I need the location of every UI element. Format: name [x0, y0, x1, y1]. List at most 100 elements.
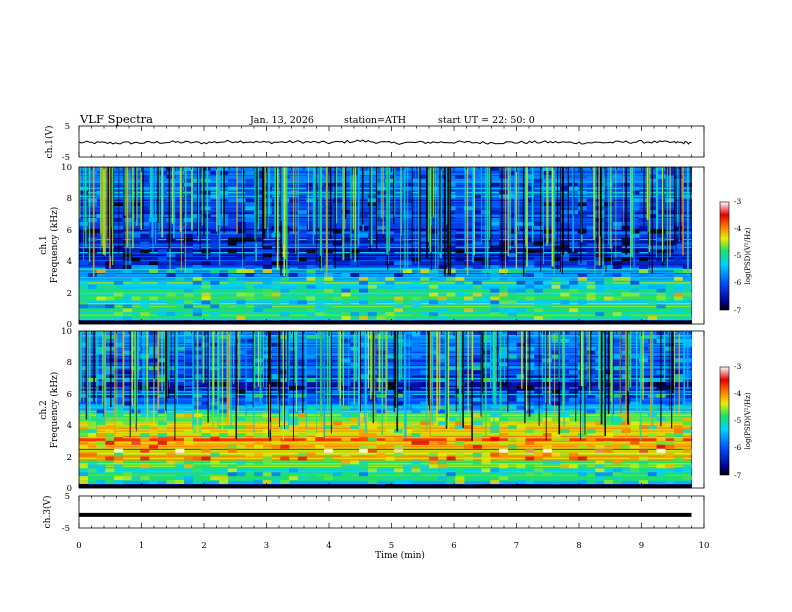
sferic-streak — [79, 331, 81, 403]
sferic-streak — [562, 167, 564, 255]
spectrogram-cell — [595, 476, 605, 481]
spectrogram-cell — [402, 269, 412, 273]
spectrogram-cell — [105, 413, 115, 418]
spectrogram-cell — [420, 237, 430, 242]
sferic-streak — [400, 331, 402, 379]
spectrogram-cell — [656, 468, 666, 473]
spectrogram-cell — [87, 425, 97, 430]
spectrogram-cell — [87, 182, 97, 187]
spectrogram-cell — [271, 444, 281, 449]
spectrogram-cell — [551, 334, 561, 339]
sferic-streak — [155, 167, 157, 245]
spectrogram-cell — [656, 472, 666, 477]
sferic-streak — [327, 167, 329, 239]
spectrogram-cell — [96, 456, 106, 461]
sferic-streak — [639, 331, 642, 441]
spectrogram-cell — [394, 261, 404, 266]
spectrogram-cell — [674, 269, 684, 273]
spectrogram-cell — [674, 429, 684, 433]
spectrogram-band — [79, 204, 692, 207]
spectrogram-cell — [367, 284, 377, 289]
sferic-streak — [102, 167, 105, 255]
spectrogram-cell — [105, 296, 115, 301]
sferic-streak — [202, 331, 205, 384]
spectrogram-cell — [630, 385, 640, 390]
spectrogram-cell — [516, 480, 526, 484]
spectrogram-band — [79, 261, 692, 263]
spectrogram-cell — [525, 284, 535, 289]
spectrogram-cell — [525, 261, 535, 266]
spectrogram-cell — [262, 245, 272, 250]
spectrogram-cell — [175, 370, 185, 375]
spectrogram-cell — [359, 245, 369, 250]
spectrogram-band — [79, 421, 692, 423]
spectrogram-cell — [332, 296, 342, 301]
sferic-streak — [541, 331, 543, 395]
spectrogram-cell — [516, 308, 526, 313]
spectrogram-cell — [464, 261, 474, 266]
spectrogram-band — [79, 460, 692, 463]
spectrogram-cell — [245, 241, 255, 246]
spectrogram-cell — [280, 312, 290, 317]
spectrogram-cell — [157, 249, 167, 254]
spectrogram-cell — [490, 296, 500, 301]
spectrogram-cell — [87, 229, 97, 234]
spectrogram-cell — [630, 237, 640, 242]
spectrogram-cell — [385, 276, 395, 281]
spectrogram-cell — [245, 316, 255, 320]
spectrogram-cell — [551, 433, 561, 437]
sferic-streak — [687, 167, 689, 276]
spectrogram-cell — [87, 170, 97, 175]
spectrogram-cell — [516, 221, 526, 226]
spectrogram-cell — [376, 440, 386, 445]
spectrogram-cell — [507, 178, 517, 183]
sferic-streak — [216, 167, 218, 232]
spectrogram-cell — [306, 225, 316, 230]
spectrogram-cell — [455, 316, 465, 320]
spectrogram-cell — [420, 382, 430, 386]
spectrogram-cell — [490, 468, 500, 473]
sferic-streak — [407, 167, 409, 270]
spectrogram-cell — [280, 472, 290, 477]
sferic-streak — [509, 167, 511, 250]
sferic-streak — [646, 167, 649, 220]
sferic-streak — [552, 167, 555, 239]
sferic-streak — [192, 331, 194, 429]
spectrogram-cell — [577, 433, 587, 437]
spectrogram-cell — [516, 464, 526, 469]
spectrogram-cell — [131, 233, 141, 238]
spectrogram-band — [79, 174, 692, 177]
spectrogram-cell — [490, 480, 500, 484]
spectrogram-cell — [551, 284, 561, 289]
spectrogram-band — [79, 473, 692, 476]
spectrogram-cell — [367, 413, 377, 418]
sferic-streak — [526, 331, 528, 412]
spectrogram-cell — [341, 405, 351, 410]
spectrogram-cell — [359, 464, 369, 469]
spectrogram-band — [79, 345, 692, 347]
sferic-streak — [573, 167, 575, 216]
spectrogram-cell — [394, 170, 404, 175]
spectrogram-cell — [429, 354, 439, 359]
sferic-streak — [118, 167, 120, 256]
spectrogram-band — [79, 254, 692, 257]
spectrogram-cell — [210, 358, 220, 363]
spectrogram-cell — [630, 468, 640, 473]
spectrogram-cell — [332, 397, 342, 402]
spectrogram-cell — [184, 472, 194, 477]
spectrogram-band — [79, 169, 692, 172]
spectrogram-cell — [534, 331, 544, 335]
spectrogram-cell — [114, 393, 124, 398]
spectrogram-cell — [131, 237, 141, 242]
spectrogram-band — [79, 286, 692, 288]
spectrogram-band — [79, 306, 692, 309]
spectrogram-cell — [525, 417, 535, 422]
spectrogram-cell — [324, 338, 334, 343]
spectrogram-band — [79, 197, 692, 199]
spectrogram-cell — [507, 269, 517, 273]
spectrogram-cell — [560, 218, 570, 222]
spectrogram-band — [79, 361, 692, 363]
spectrogram-cell — [114, 452, 124, 457]
spectrogram-cell — [306, 284, 316, 289]
